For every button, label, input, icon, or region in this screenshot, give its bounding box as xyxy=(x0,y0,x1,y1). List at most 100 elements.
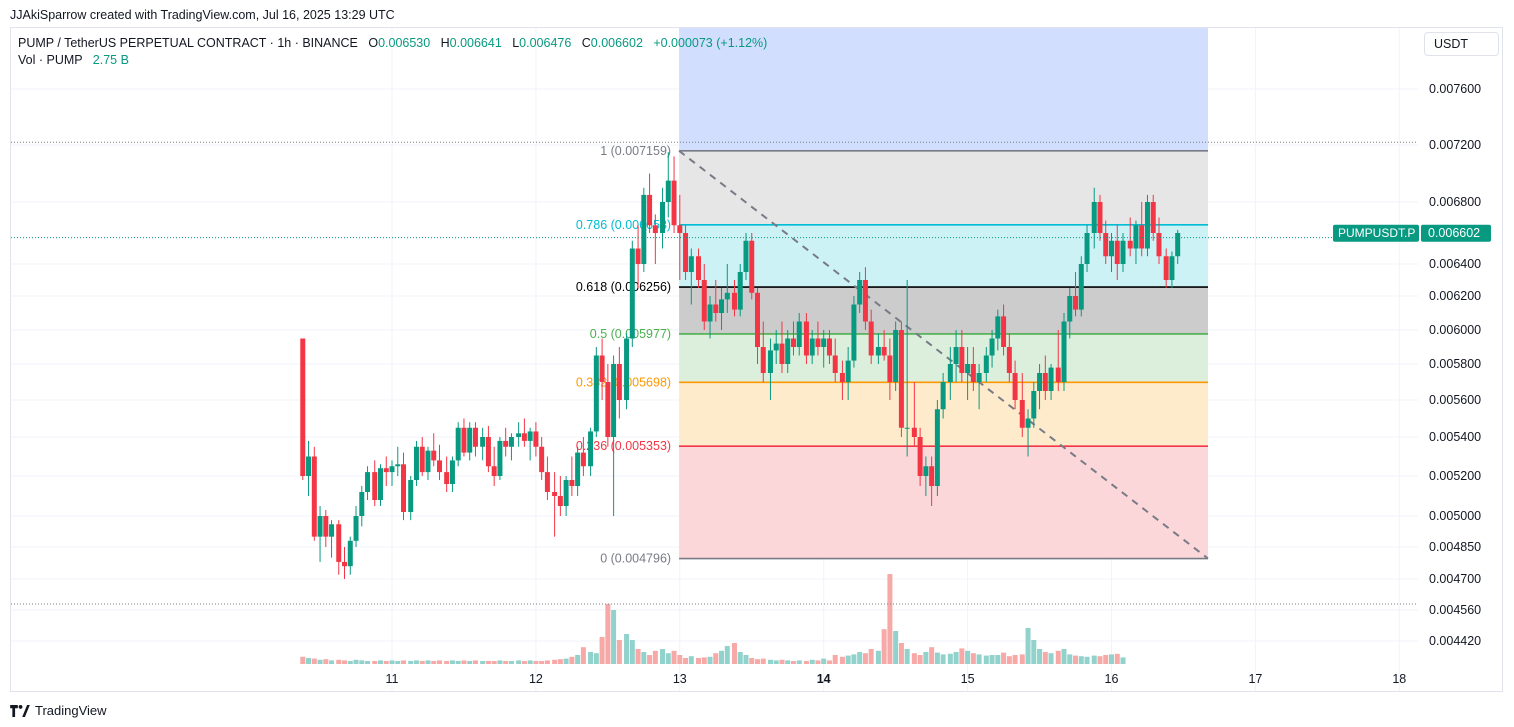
low-value: 0.006476 xyxy=(519,36,572,50)
volume-bar xyxy=(887,574,893,664)
candle-body xyxy=(635,248,641,264)
volume-bar xyxy=(1048,653,1054,664)
candle-body xyxy=(934,409,940,486)
candle-body xyxy=(953,347,959,364)
volume-bar xyxy=(851,654,857,664)
candle-body xyxy=(1031,391,1037,419)
open-label: O xyxy=(368,36,379,50)
candle-body xyxy=(688,256,694,272)
volume-bar xyxy=(461,660,467,664)
candle-body xyxy=(929,466,935,486)
volume-bar xyxy=(660,649,666,664)
volume-bar xyxy=(616,640,622,664)
candle-body xyxy=(389,466,395,473)
candle-body xyxy=(1163,256,1169,280)
volume-bar xyxy=(767,659,773,664)
volume-bar xyxy=(593,653,599,664)
volume-bar xyxy=(755,659,761,664)
candle-body xyxy=(881,347,887,356)
volume-bar xyxy=(365,661,371,664)
candle-body xyxy=(683,233,689,272)
candle-body xyxy=(1127,240,1133,249)
candle-body xyxy=(383,468,389,473)
volume-bar xyxy=(976,654,982,664)
volume-bar xyxy=(809,659,815,664)
volume-bar xyxy=(713,653,719,664)
candle-body xyxy=(660,202,666,233)
volume-bar xyxy=(671,650,677,664)
volume-bar xyxy=(557,659,563,664)
volume-bar xyxy=(898,643,904,664)
volume-bar xyxy=(480,661,486,664)
candle-body xyxy=(1120,240,1126,264)
tradingview-footer[interactable]: TradingView xyxy=(10,703,107,718)
candle-body xyxy=(497,440,503,476)
volume-bar xyxy=(701,657,707,664)
volume-bar xyxy=(845,655,851,664)
candle-body xyxy=(1055,367,1061,382)
change-value: +0.000073 (+1.12%) xyxy=(653,36,768,50)
volume-bar xyxy=(1073,655,1079,664)
candle-body xyxy=(887,355,893,382)
axes: 0.007600 0.007200 0.006800 0.006400 0.006200… xyxy=(386,82,1491,686)
volume-bar xyxy=(508,661,514,664)
candle-body xyxy=(815,338,821,347)
volume-label: Vol · PUMP xyxy=(18,53,83,67)
candle-body xyxy=(444,472,450,484)
candle-body xyxy=(724,292,730,300)
volume-bar xyxy=(521,661,527,664)
volume-bar xyxy=(588,652,594,664)
volume-bar xyxy=(311,658,317,664)
volume-bar xyxy=(779,659,785,664)
symbol-title[interactable]: PUMP / TetherUS PERPETUAL CONTRACT · 1h … xyxy=(18,36,358,50)
volume-bar xyxy=(1055,650,1061,664)
time-tick-label: 13 xyxy=(673,672,687,686)
candle-body xyxy=(461,427,467,453)
price-tick-label: 0.004850 xyxy=(1429,540,1481,554)
currency-button[interactable]: USDT xyxy=(1424,32,1499,56)
candle-body xyxy=(599,355,605,382)
volume-bar xyxy=(923,652,929,664)
volume-bar xyxy=(1097,656,1103,664)
candle-body xyxy=(401,464,407,512)
volume-bar xyxy=(1012,655,1018,664)
candle-body xyxy=(785,338,791,364)
volume-bars xyxy=(300,574,1126,664)
candle-body xyxy=(1019,400,1025,428)
candle-body xyxy=(1084,233,1090,264)
candle-body xyxy=(605,382,611,437)
candle-body xyxy=(580,452,586,467)
volume-bar xyxy=(575,655,581,664)
volume-bar xyxy=(965,650,971,664)
symbol-tag xyxy=(1333,224,1419,242)
volume-bar xyxy=(467,661,473,664)
candle-body xyxy=(1139,225,1145,249)
ohlc-legend[interactable]: PUMP / TetherUS PERPETUAL CONTRACT · 1h … xyxy=(18,36,767,50)
candle-body xyxy=(911,427,917,437)
candle-body xyxy=(317,516,323,537)
candle-body xyxy=(755,292,761,347)
fib-level-label: 0.618 (0.006256) xyxy=(576,280,671,294)
volume-bar xyxy=(904,649,910,664)
candle-body xyxy=(419,446,425,473)
price-tick-label: 0.006400 xyxy=(1429,257,1481,271)
candle-body xyxy=(1175,233,1181,257)
time-tick-label: 11 xyxy=(386,672,399,686)
fibonacci-retracement: 1 (0.007159)0.786 (0.006653)0.618 (0.006… xyxy=(576,28,1209,566)
volume-bar xyxy=(599,637,605,664)
candle-body xyxy=(1025,418,1031,428)
candle-body xyxy=(353,516,359,541)
volume-legend[interactable]: Vol · PUMP 2.75 B xyxy=(18,53,129,67)
volume-bar xyxy=(893,631,899,664)
volume-bar xyxy=(875,650,881,664)
candle-body xyxy=(701,280,707,322)
candle-body xyxy=(652,225,658,233)
candle-body xyxy=(760,347,766,373)
volume-bar xyxy=(527,660,533,664)
volume-bar xyxy=(743,655,749,664)
candle-body xyxy=(544,472,550,492)
candle-body xyxy=(455,427,461,461)
candle-body xyxy=(1001,316,1007,347)
volume-bar xyxy=(1091,655,1097,664)
